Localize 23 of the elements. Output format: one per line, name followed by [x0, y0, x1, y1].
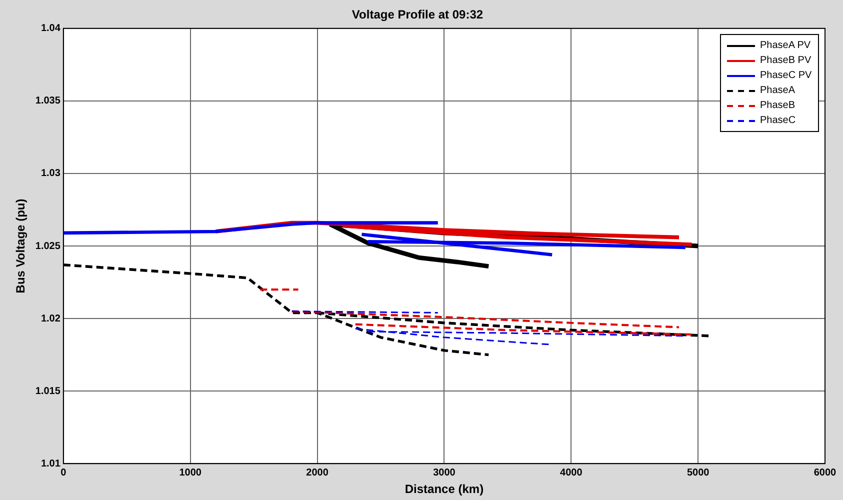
- x-tick-label: 2000: [306, 467, 329, 478]
- x-tick-label: 6000: [814, 467, 837, 478]
- legend-label: PhaseC PV: [760, 69, 812, 84]
- y-tick-label: 1.035: [35, 96, 61, 107]
- x-tick-label: 1000: [179, 467, 202, 478]
- legend-label: PhaseA PV: [760, 39, 811, 54]
- y-tick-label: 1.015: [35, 386, 61, 397]
- chart-title: Voltage Profile at 09:32: [352, 8, 484, 22]
- x-tick-label: 5000: [686, 467, 710, 478]
- y-tick-label: 1.02: [40, 313, 61, 324]
- x-tick-label: 0: [60, 467, 67, 478]
- legend-label: PhaseB: [760, 99, 796, 114]
- y-tick-label: 1.04: [40, 23, 61, 34]
- y-tick-label: 1.03: [40, 168, 61, 180]
- legend-label: PhaseB PV: [760, 54, 812, 68]
- y-tick-label: 1.01: [40, 458, 61, 470]
- y-tick-label: 1.025: [35, 240, 61, 252]
- legend-label: PhaseA: [760, 84, 796, 98]
- legend-label: PhaseC: [760, 114, 796, 128]
- x-axis-title: Distance (km): [404, 482, 484, 496]
- y-axis-title: Bus Voltage (pu): [14, 198, 28, 294]
- x-tick-label: 3000: [433, 467, 456, 478]
- x-tick-label: 4000: [560, 467, 583, 478]
